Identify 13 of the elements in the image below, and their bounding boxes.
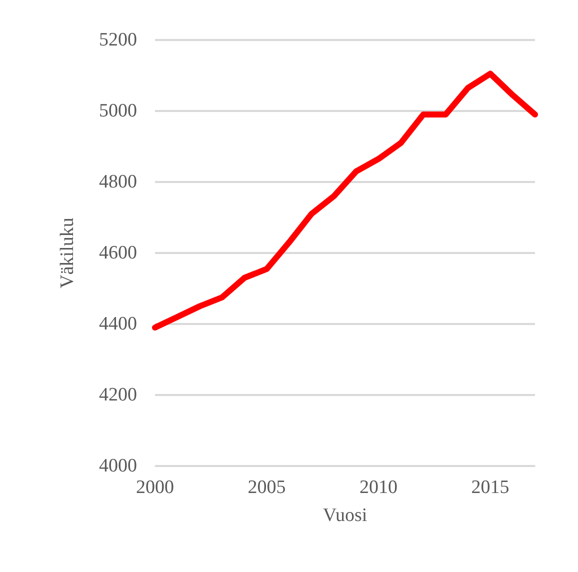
x-axis-title: Vuosi [322, 505, 368, 526]
x-tick-label: 2015 [471, 477, 510, 498]
y-tick-label: 5000 [99, 100, 137, 122]
y-tick-label: 4600 [99, 242, 137, 264]
y-tick-label: 4400 [99, 314, 137, 334]
x-tick-label: 2005 [248, 477, 286, 498]
y-tick-label: 4000 [99, 456, 137, 476]
y-axis-title: Väkiluku [57, 217, 78, 288]
y-tick-label: 5200 [99, 30, 137, 50]
y-tick-label: 4800 [99, 172, 137, 192]
y-tick-label: 4200 [99, 384, 137, 406]
x-tick-label: 2000 [136, 477, 174, 498]
x-tick-label: 2010 [360, 477, 398, 498]
